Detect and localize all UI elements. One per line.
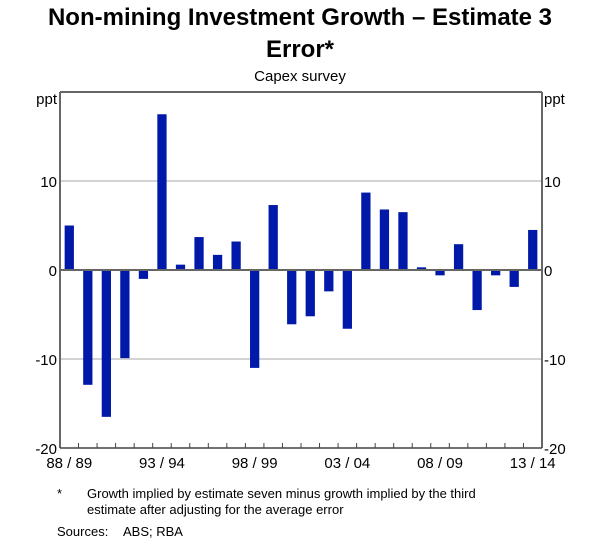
bar-11-12 [491, 270, 501, 276]
bar-03-04 [342, 270, 352, 329]
bar-96-97 [212, 254, 223, 270]
footnote-line-2: estimate after adjusting for the average… [87, 502, 344, 517]
bar-13-14 [528, 229, 538, 270]
gridlines [60, 180, 542, 360]
y-tick-label-left: 0 [49, 263, 57, 280]
bar-06-07 [398, 212, 408, 270]
axes [59, 91, 543, 449]
footnote-line-1: Growth implied by estimate seven minus g… [87, 486, 476, 501]
footnote-marker: * [57, 486, 63, 501]
bar-09-10 [453, 244, 464, 270]
bar-90-91 [101, 270, 111, 417]
y-tick-label-right: -20 [544, 441, 566, 458]
y-tick-label-right: 0 [544, 263, 552, 280]
bar-89-90 [83, 270, 93, 385]
bar-95-96 [194, 237, 204, 270]
x-tick-label: 93 / 94 [139, 455, 185, 472]
bar-12-13 [509, 270, 519, 287]
bar-05-06 [379, 209, 390, 270]
bar-98-99 [250, 270, 260, 368]
bar-94-95 [175, 264, 186, 270]
bar-02-03 [324, 270, 334, 292]
y-tick-label-left: 10 [40, 174, 57, 191]
x-tick-label: 13 / 14 [510, 455, 556, 472]
bar-01-02 [305, 270, 315, 317]
bar-00-01 [287, 270, 297, 325]
x-tick-label: 88 / 89 [46, 455, 92, 472]
chart-title-line-2: Error* [265, 36, 335, 63]
bar-08-09 [435, 270, 445, 276]
bar-07-08 [416, 267, 427, 270]
y-tick-label-left: -20 [35, 441, 57, 458]
y-tick-label-left: -10 [35, 352, 57, 369]
y-unit-label-left: ppt [36, 91, 58, 108]
bar-99-00 [268, 205, 278, 270]
y-tick-label-right: 10 [544, 174, 561, 191]
sources-label: Sources: [57, 524, 109, 539]
y-unit-label-right: ppt [544, 91, 566, 108]
bar-04-05 [361, 192, 371, 270]
chart-subtitle: Capex survey [254, 68, 346, 85]
bars [64, 114, 538, 417]
bar-10-11 [472, 270, 482, 311]
sources-text: ABS; RBA [123, 524, 183, 539]
chart-title-line-1: Non-mining Investment Growth – Estimate … [47, 4, 553, 31]
bar-88-89 [64, 225, 74, 270]
x-tick-label: 08 / 09 [417, 455, 463, 472]
x-tick-label: 98 / 99 [232, 455, 278, 472]
axis-labels: -20 -20 -10 -10 0 0 10 10 ppt ppt 88 / 89 93 / 94 98… [35, 91, 565, 472]
bar-97-98 [231, 241, 241, 270]
y-tick-label-right: -10 [544, 352, 566, 369]
x-tick-label: 03 / 04 [324, 455, 370, 472]
bar-91-92 [120, 270, 130, 359]
bar-93-94 [157, 114, 167, 270]
bar-92-93 [138, 270, 149, 279]
